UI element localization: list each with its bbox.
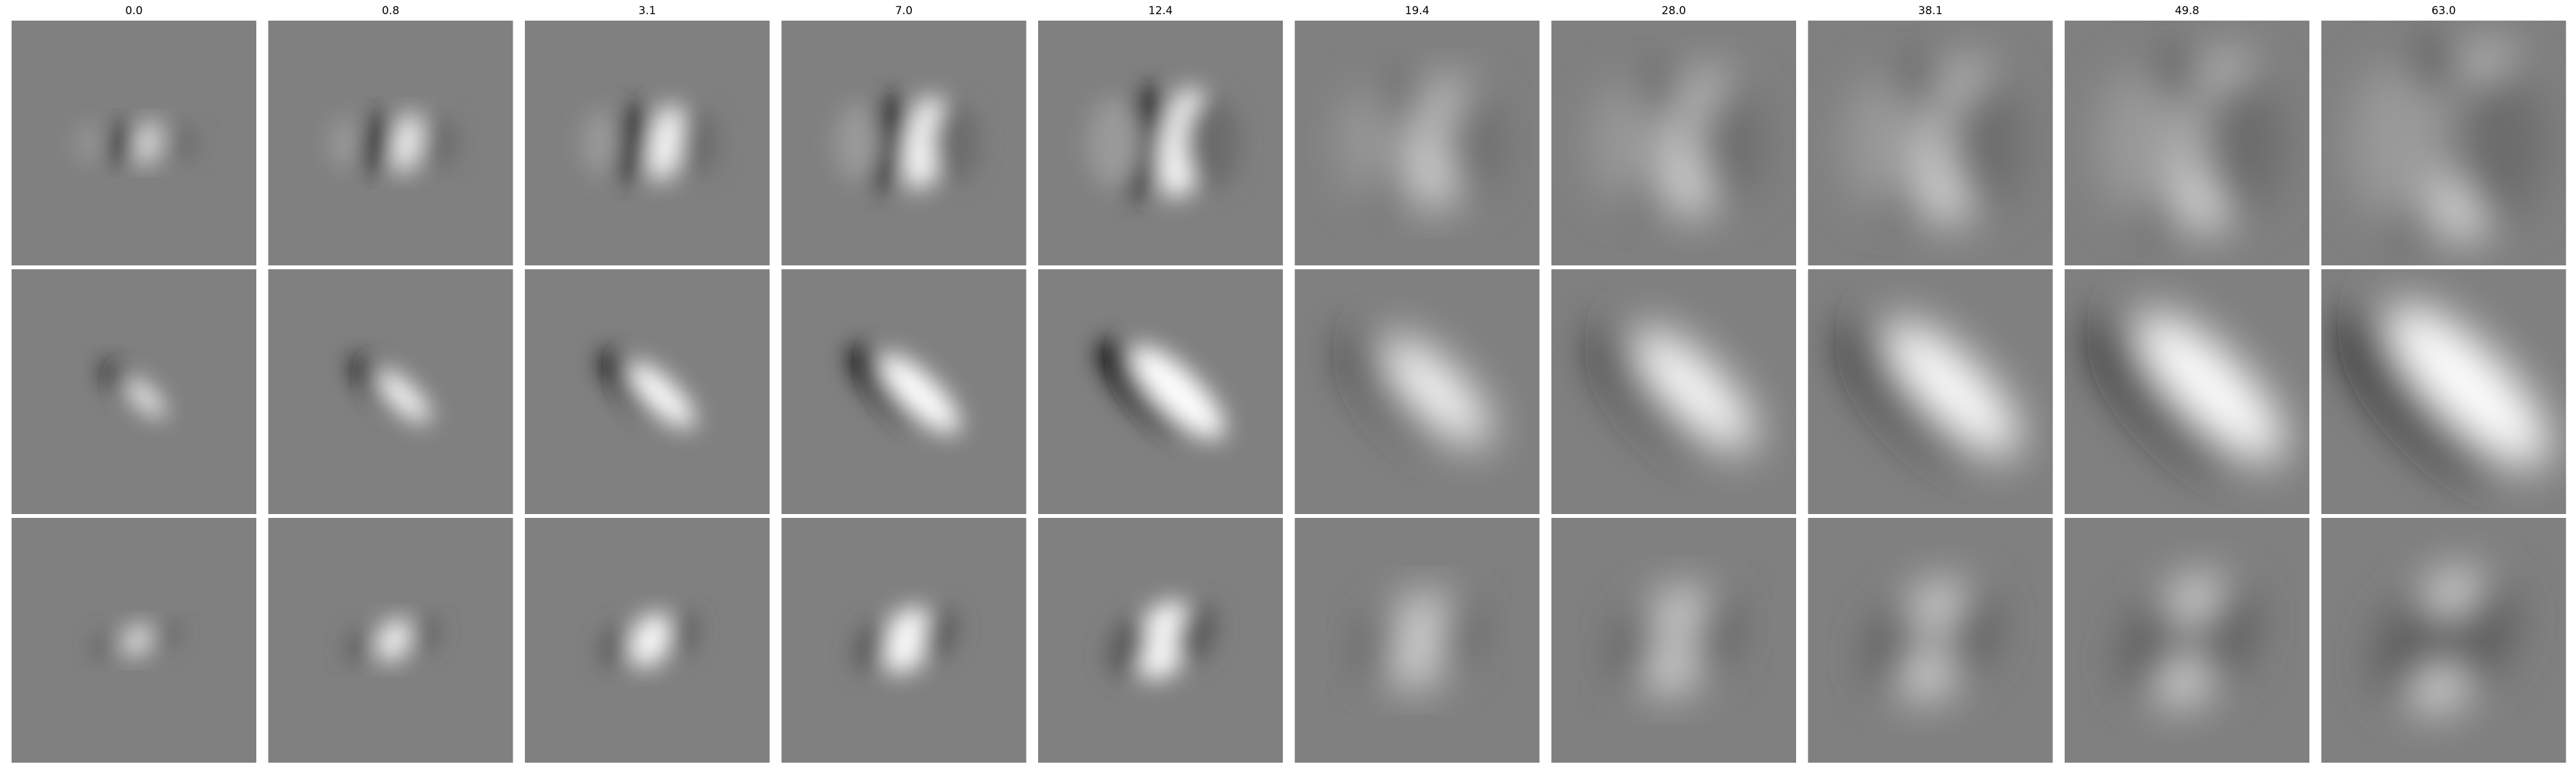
filter-panel-r2-c2 — [525, 518, 770, 763]
column-title-1: 0.8 — [382, 5, 399, 17]
filter-panel-r1-c0 — [12, 269, 256, 514]
filter-panel-r2-c3 — [781, 518, 1027, 763]
filter-panel-r0-c9 — [2321, 21, 2566, 265]
filter-panel-r1-c4 — [1038, 269, 1283, 514]
filter-panel-r2-c4 — [1038, 518, 1283, 763]
filter-panel-r1-c9 — [2321, 269, 2566, 514]
filter-panel-r1-c6 — [1551, 269, 1796, 514]
filter-panel-r2-c5 — [1294, 518, 1540, 763]
column-title-4: 12.4 — [1148, 5, 1173, 17]
filter-panel-r0-c8 — [2065, 21, 2309, 265]
filter-panel-r2-c0 — [12, 518, 256, 763]
panel-grid — [12, 21, 2566, 763]
filter-panel-r1-c7 — [1808, 269, 2053, 514]
filter-panel-r0-c7 — [1808, 21, 2053, 265]
filter-panel-r0-c1 — [268, 21, 513, 265]
filter-panel-r2-c8 — [2065, 518, 2309, 763]
column-titles: 0.0 0.8 3.1 7.0 12.4 19.4 28.0 38.1 49.8 63.0 — [125, 5, 2456, 17]
column-title-9: 63.0 — [2432, 5, 2456, 17]
column-title-7: 38.1 — [1918, 5, 1943, 17]
filter-panel-r2-c1 — [268, 518, 513, 763]
filter-panel-r0-c5 — [1294, 21, 1540, 265]
filter-panel-r2-c6 — [1551, 518, 1796, 763]
column-title-0: 0.0 — [125, 5, 142, 17]
column-title-5: 19.4 — [1405, 5, 1430, 17]
filter-panel-r0-c3 — [781, 21, 1027, 265]
filter-panel-r2-c9 — [2321, 518, 2566, 763]
filter-panel-r0-c2 — [525, 21, 770, 265]
filter-panel-r1-c8 — [2065, 269, 2309, 514]
column-title-2: 3.1 — [638, 5, 656, 17]
column-title-8: 49.8 — [2175, 5, 2199, 17]
filter-panel-r0-c4 — [1038, 21, 1283, 265]
filter-panel-r2-c7 — [1808, 518, 2053, 763]
column-title-3: 7.0 — [895, 5, 913, 17]
filter-panel-r0-c6 — [1551, 21, 1796, 265]
column-title-6: 28.0 — [1662, 5, 1686, 17]
filter-panel-r1-c3 — [781, 269, 1027, 514]
filter-panel-r0-c0 — [12, 21, 256, 265]
filter-panel-r1-c1 — [268, 269, 513, 514]
filter-panel-r1-c5 — [1294, 269, 1540, 514]
filter-panel-r1-c2 — [525, 269, 770, 514]
